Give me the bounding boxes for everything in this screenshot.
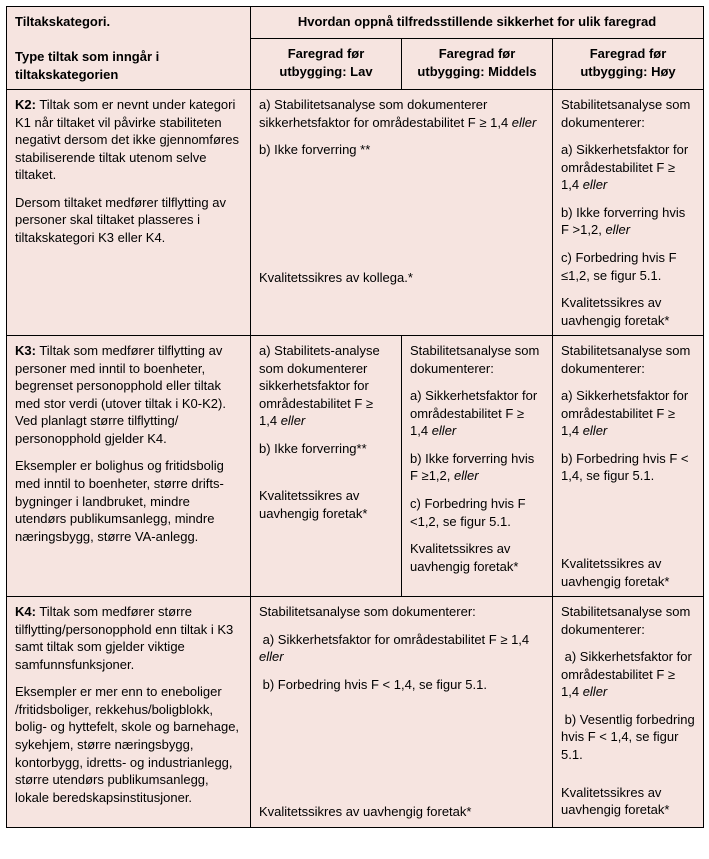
k2-h-a-eller: eller — [583, 177, 608, 192]
hdr-cat-line2: Type tiltak som inngår i tiltakskategori… — [15, 49, 159, 82]
k2-h-a: a) Sikkerhetsfaktor for områdestabilitet… — [561, 142, 688, 192]
k4-h-b: b) Vesentlig forbedring hvis F < 1,4, se… — [561, 712, 695, 762]
k3-l-b: b) Ikke forverring** — [259, 440, 393, 458]
k3-mid: Stabilitetsanalyse som dokumenterer: a) … — [402, 336, 553, 597]
k4-h-intro: Stabilitetsanalyse som dokumenterer: — [561, 603, 695, 638]
k4-lm-a-eller: eller — [259, 649, 284, 664]
hdr-hoy: Faregrad før utbygging: Høy — [553, 39, 704, 90]
hdr-mid: Faregrad før utbygging: Middels — [402, 39, 553, 90]
k2-category: K2: Tiltak som er nevnt under kategori K… — [7, 90, 251, 336]
k2-hoy: Stabilitetsanalyse som dokumenterer: a) … — [553, 90, 704, 336]
k3-cat-p1: Tiltak som medfører tilflytting av perso… — [15, 343, 226, 446]
k4-lm-foot: Kvalitetssikres av uavhengig foretak* — [259, 803, 544, 821]
hdr-lav: Faregrad før utbygging: Lav — [251, 39, 402, 90]
k2-cat-p2: Dersom tiltaket medfører tilflytting av … — [15, 194, 242, 247]
k2-h-c: c) Forbedring hvis F ≤1,2, se figur 5.1. — [561, 249, 695, 284]
k4-lav-mid: Stabilitetsanalyse som dokumenterer: a) … — [251, 597, 553, 828]
k4-lm-b: b) Forbedring hvis F < 1,4, se figur 5.1… — [263, 677, 487, 692]
k4-hoy: Stabilitetsanalyse som dokumenterer: a) … — [553, 597, 704, 828]
hdr-cat-line1: Tiltakskategori. — [15, 14, 110, 29]
k3-category: K3: Tiltak som medfører tilflytting av p… — [7, 336, 251, 597]
k4-h-a-eller: eller — [583, 684, 608, 699]
hdr-category: Tiltakskategori. Type tiltak som inngår … — [7, 7, 251, 90]
row-k4: K4: Tiltak som medfører større tilflytti… — [7, 597, 704, 828]
k2-lm-a: a) Stabilitetsanalyse som dokumenterer s… — [259, 97, 512, 130]
k3-h-intro: Stabilitetsanalyse som dokumenterer: — [561, 342, 695, 377]
k4-category: K4: Tiltak som medfører større tilflytti… — [7, 597, 251, 828]
table-wrapper: Tiltakskategori. Type tiltak som inngår … — [6, 6, 703, 828]
k3-m-intro: Stabilitetsanalyse som dokumenterer: — [410, 342, 544, 377]
header-row-1: Tiltakskategori. Type tiltak som inngår … — [7, 7, 704, 39]
k3-m-c: c) Forbedring hvis F <1,2, se figur 5.1. — [410, 495, 544, 530]
row-k3: K3: Tiltak som medfører tilflytting av p… — [7, 336, 704, 597]
k4-h-foot: Kvalitetssikres av uavhengig foretak* — [561, 784, 695, 819]
k3-h-a-eller: eller — [583, 423, 608, 438]
k2-lm-eller: eller — [512, 115, 537, 130]
k4-cat-p1: Tiltak som medfører større tilflytting/p… — [15, 604, 233, 672]
k3-lead: K3: — [15, 343, 36, 358]
k4-lm-a: a) Sikkerhetsfaktor for områdestabilitet… — [263, 632, 530, 647]
k4-cat-p2: Eksempler er mer enn to eneboliger /frit… — [15, 683, 242, 806]
k2-h-foot: Kvalitetssikres av uavhengig foretak* — [561, 294, 695, 329]
k3-l-a-eller: eller — [281, 413, 306, 428]
k3-h-b: b) Forbedring hvis F < 1,4, se figur 5.1… — [561, 450, 695, 485]
safety-table: Tiltakskategori. Type tiltak som inngår … — [6, 6, 704, 828]
k3-l-foot: Kvalitetssikres av uavhengig foretak* — [259, 487, 393, 522]
k2-lav-mid: a) Stabilitetsanalyse som dokumenterer s… — [251, 90, 553, 336]
row-k2: K2: Tiltak som er nevnt under kategori K… — [7, 90, 704, 336]
k4-lm-intro: Stabilitetsanalyse som dokumenterer: — [259, 603, 544, 621]
k2-lm-foot: Kvalitetssikres av kollega.* — [259, 269, 544, 287]
k3-m-a: a) Sikkerhetsfaktor for områdestabilitet… — [410, 388, 537, 438]
k2-h-b-eller: eller — [605, 222, 630, 237]
hdr-span: Hvordan oppnå tilfredsstillende sikkerhe… — [251, 7, 704, 39]
k3-m-a-eller: eller — [432, 423, 457, 438]
k3-h-a: a) Sikkerhetsfaktor for områdestabilitet… — [561, 388, 688, 438]
k3-m-foot: Kvalitetssikres av uavhengig foretak* — [410, 540, 544, 575]
k2-lm-b: b) Ikke forverring ** — [259, 141, 544, 159]
k3-lav: a) Stabilitets-analyse som dokumenterer … — [251, 336, 402, 597]
k4-h-a: a) Sikkerhetsfaktor for områdestabilitet… — [561, 649, 692, 699]
k3-m-b-eller: eller — [454, 468, 479, 483]
k2-lead: K2: — [15, 97, 36, 112]
k2-h-intro: Stabilitetsanalyse som dokumenterer: — [561, 96, 695, 131]
k3-h-foot: Kvalitetssikres av uavhengig foretak* — [561, 555, 695, 590]
k3-cat-p2: Eksempler er bolighus og fritidsbolig me… — [15, 457, 242, 545]
k3-l-a: a) Stabilitets-analyse som dokumenterer … — [259, 343, 380, 428]
k2-cat-p1: Tiltak som er nevnt under kategori K1 nå… — [15, 97, 239, 182]
k4-lead: K4: — [15, 604, 36, 619]
k3-hoy: Stabilitetsanalyse som dokumenterer: a) … — [553, 336, 704, 597]
